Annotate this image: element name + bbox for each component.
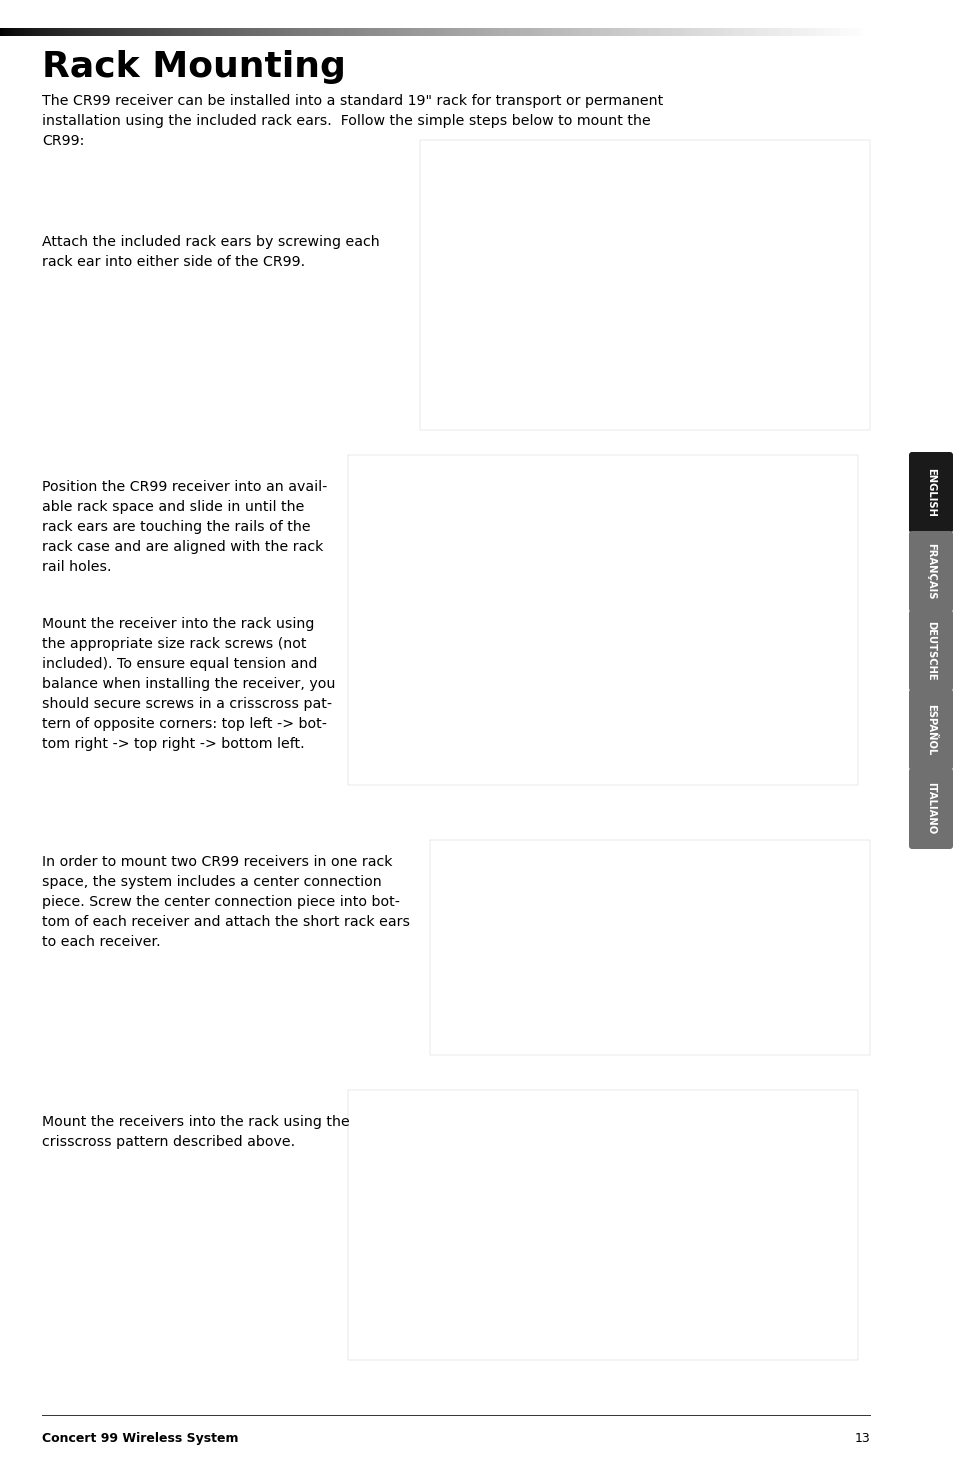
FancyBboxPatch shape [908, 451, 952, 532]
Text: Mount the receivers into the rack using the
crisscross pattern described above.: Mount the receivers into the rack using … [42, 1115, 350, 1149]
Text: Attach the included rack ears by screwing each
rack ear into either side of the : Attach the included rack ears by screwin… [42, 235, 379, 268]
Text: Mount the receiver into the rack using
the appropriate size rack screws (not
inc: Mount the receiver into the rack using t… [42, 617, 335, 751]
Text: The CR99 receiver can be installed into a standard 19" rack for transport or per: The CR99 receiver can be installed into … [42, 94, 662, 148]
Text: 13: 13 [853, 1432, 869, 1446]
FancyBboxPatch shape [908, 689, 952, 770]
FancyBboxPatch shape [908, 611, 952, 690]
Text: ESPAÑOL: ESPAÑOL [925, 704, 935, 755]
FancyBboxPatch shape [908, 768, 952, 850]
Text: ITALIANO: ITALIANO [925, 782, 935, 835]
Text: ENGLISH: ENGLISH [925, 468, 935, 516]
Text: Concert 99 Wireless System: Concert 99 Wireless System [42, 1432, 238, 1446]
Text: FRANÇAIS: FRANÇAIS [925, 543, 935, 600]
Text: In order to mount two CR99 receivers in one rack
space, the system includes a ce: In order to mount two CR99 receivers in … [42, 855, 410, 950]
Text: DEUTSCHE: DEUTSCHE [925, 621, 935, 680]
FancyBboxPatch shape [908, 531, 952, 612]
Text: Rack Mounting: Rack Mounting [42, 50, 346, 84]
Text: Position the CR99 receiver into an avail-
able rack space and slide in until the: Position the CR99 receiver into an avail… [42, 479, 327, 574]
